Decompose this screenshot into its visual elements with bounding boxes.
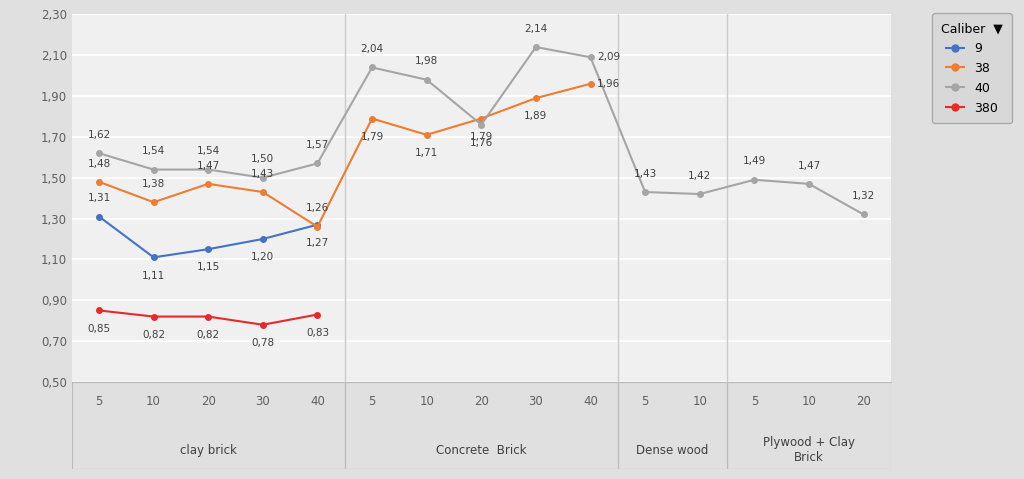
Text: 2,09: 2,09 — [597, 52, 621, 62]
Text: 1,43: 1,43 — [251, 169, 274, 179]
Text: 5: 5 — [95, 395, 102, 408]
Text: 1,43: 1,43 — [634, 169, 656, 179]
Text: 1,38: 1,38 — [142, 179, 165, 189]
Text: 1,50: 1,50 — [251, 154, 274, 164]
Text: 1,26: 1,26 — [306, 204, 329, 214]
Text: 1,79: 1,79 — [360, 132, 384, 142]
Text: 0,82: 0,82 — [197, 330, 220, 340]
Text: 1,47: 1,47 — [197, 160, 220, 171]
Text: 1,20: 1,20 — [251, 252, 274, 262]
Text: 1,49: 1,49 — [742, 157, 766, 167]
Text: clay brick: clay brick — [180, 444, 237, 456]
Text: Plywood + Clay
Brick: Plywood + Clay Brick — [763, 436, 855, 464]
Text: 20: 20 — [474, 395, 488, 408]
Text: 0,83: 0,83 — [306, 328, 329, 338]
Text: 1,76: 1,76 — [470, 138, 493, 148]
Text: 2,14: 2,14 — [524, 24, 548, 34]
Text: 1,62: 1,62 — [87, 130, 111, 140]
Text: 1,57: 1,57 — [306, 140, 329, 150]
Text: 1,27: 1,27 — [306, 238, 329, 248]
Text: 40: 40 — [310, 395, 325, 408]
Text: 10: 10 — [692, 395, 708, 408]
Text: 2,04: 2,04 — [360, 44, 384, 54]
Text: 1,89: 1,89 — [524, 111, 548, 121]
Text: 5: 5 — [751, 395, 758, 408]
Text: 0,78: 0,78 — [251, 338, 274, 348]
Text: 1,48: 1,48 — [87, 159, 111, 169]
Text: Dense wood: Dense wood — [636, 444, 709, 456]
Text: 0,82: 0,82 — [142, 330, 165, 340]
Text: 40: 40 — [583, 395, 598, 408]
Text: 1,54: 1,54 — [142, 146, 165, 156]
Text: 1,42: 1,42 — [688, 171, 712, 181]
Text: 1,32: 1,32 — [852, 191, 876, 201]
Text: 10: 10 — [419, 395, 434, 408]
Text: 10: 10 — [146, 395, 161, 408]
Text: 1,31: 1,31 — [87, 193, 111, 203]
Text: 1,96: 1,96 — [597, 79, 621, 89]
Text: 30: 30 — [528, 395, 544, 408]
Text: 1,79: 1,79 — [470, 132, 493, 142]
Text: 1,54: 1,54 — [197, 146, 220, 156]
Text: 30: 30 — [255, 395, 270, 408]
Text: 0,85: 0,85 — [87, 324, 111, 334]
Text: 5: 5 — [369, 395, 376, 408]
Text: 1,15: 1,15 — [197, 262, 220, 273]
Text: 20: 20 — [201, 395, 216, 408]
Text: 1,71: 1,71 — [415, 148, 438, 158]
Text: 1,11: 1,11 — [142, 271, 165, 281]
Text: 20: 20 — [856, 395, 871, 408]
Text: Concrete  Brick: Concrete Brick — [436, 444, 526, 456]
Text: 10: 10 — [802, 395, 816, 408]
Text: 5: 5 — [641, 395, 649, 408]
Text: 1,98: 1,98 — [415, 57, 438, 67]
Text: 1,47: 1,47 — [798, 160, 820, 171]
Legend: 9, 38, 40, 380: 9, 38, 40, 380 — [932, 13, 1012, 123]
